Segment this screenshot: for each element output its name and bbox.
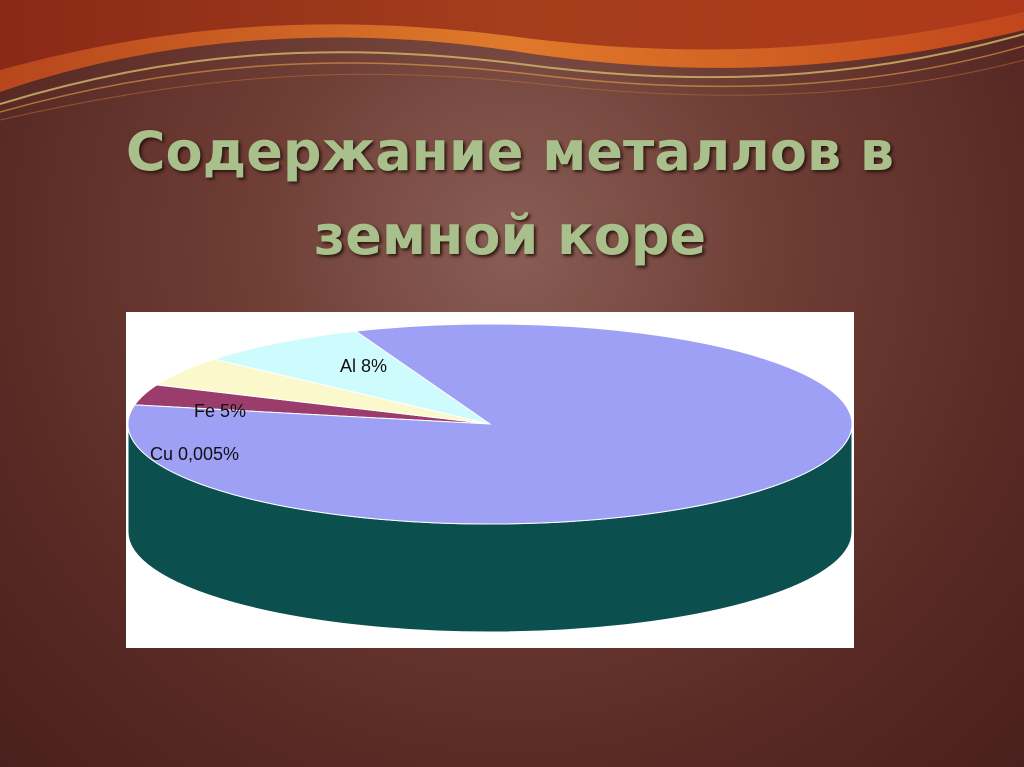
decorative-waves	[0, 0, 1024, 121]
pie-chart-svg: Cu 0,005% Fe 5% Al 8%	[127, 323, 853, 633]
pie-label-fe: Fe 5%	[194, 401, 246, 421]
pie-slice-rest	[127, 323, 853, 525]
pie-slice-al	[212, 330, 491, 425]
slide-title: Содержание металлов в земной коре	[125, 120, 895, 267]
pie-label-al: Al 8%	[340, 356, 387, 376]
pie-label-cu: Cu 0,005%	[150, 444, 239, 464]
pie-chart: Cu 0,005% Fe 5% Al 8%	[126, 312, 854, 648]
